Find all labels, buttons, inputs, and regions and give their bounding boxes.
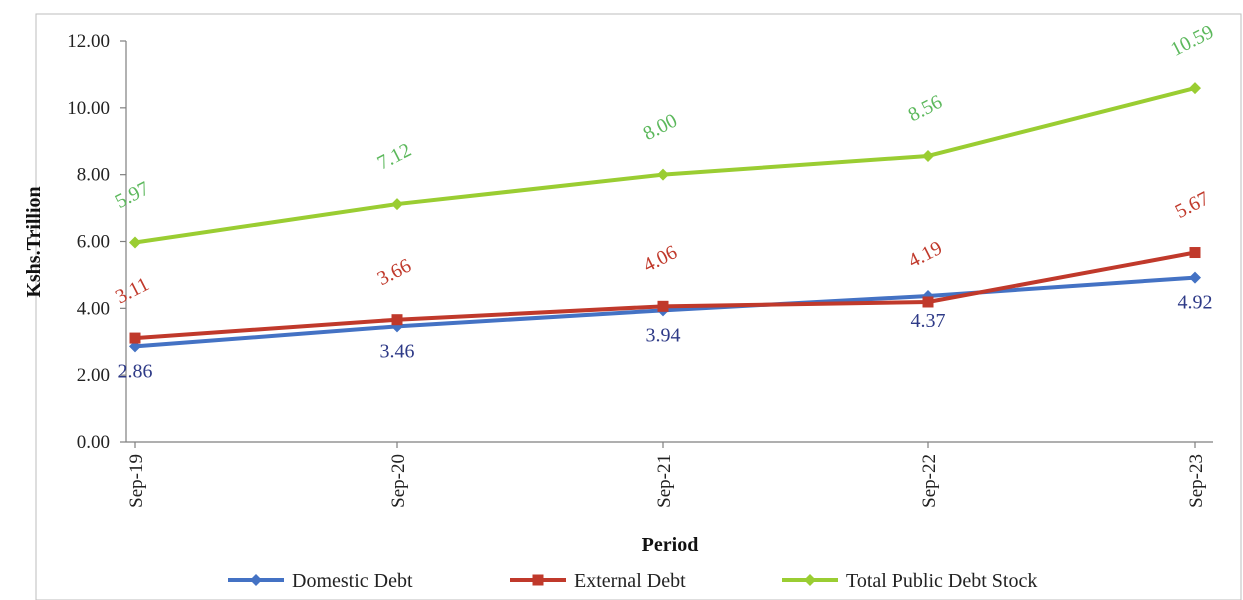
- data-label: 3.46: [380, 340, 415, 362]
- y-axis-title: Kshs.Trillion: [23, 186, 45, 297]
- series-line: [134, 86, 1196, 245]
- y-tick-label: 10.00: [67, 98, 110, 119]
- y-tick-label: 2.00: [77, 365, 110, 386]
- legend-item: Total Public Debt Stock: [782, 570, 1037, 592]
- data-point-marker: [1189, 82, 1201, 95]
- x-tick-label: Sep-19: [126, 454, 147, 508]
- data-point-marker: [129, 332, 141, 344]
- data-point-marker: [391, 314, 403, 326]
- data-point-marker: [1189, 271, 1201, 284]
- y-tick-label: 6.00: [77, 232, 110, 253]
- x-axis: Sep-19 Sep-20 Sep-21 Sep-22 Sep-23: [126, 441, 1213, 508]
- data-label: 7.12: [374, 139, 415, 174]
- data-label: 4.92: [1178, 292, 1213, 314]
- data-label: 4.37: [911, 310, 946, 332]
- data-label: 3.94: [646, 324, 681, 346]
- x-tick-label: Sep-22: [919, 454, 940, 508]
- y-tick-label: 4.00: [77, 298, 110, 319]
- data-label: 5.67: [1172, 187, 1213, 222]
- x-tick-label: Sep-21: [654, 454, 675, 508]
- data-label: 5.97: [112, 177, 153, 212]
- data-point-marker: [129, 236, 141, 249]
- series-total-public-debt-stock: [129, 82, 1201, 249]
- x-tick-label: Sep-20: [388, 454, 409, 508]
- data-point-marker: [1189, 247, 1201, 259]
- data-label: 8.56: [905, 91, 946, 126]
- y-tick-label: 8.00: [77, 165, 110, 186]
- chart-border: [35, 13, 1242, 600]
- series-external-debt: [129, 247, 1201, 344]
- data-point-marker: [922, 296, 934, 308]
- series-layer: [129, 82, 1201, 353]
- data-label: 3.11: [112, 273, 153, 308]
- legend-swatch-marker: [804, 574, 816, 586]
- data-point-marker: [391, 198, 403, 211]
- data-point-marker: [922, 149, 934, 162]
- legend-item: External Debt: [510, 570, 686, 592]
- x-axis-title: Period: [642, 534, 699, 556]
- y-tick-label: 12.00: [67, 31, 110, 52]
- data-point-marker: [657, 300, 669, 312]
- data-label: 10.59: [1167, 21, 1217, 61]
- y-tick-label: 0.00: [77, 432, 110, 453]
- data-point-marker: [657, 168, 669, 181]
- legend-item: Domestic Debt: [228, 570, 413, 592]
- data-label: 8.00: [640, 110, 681, 145]
- data-label: 4.19: [905, 237, 946, 272]
- y-axis: 0.00 2.00 4.00 6.00 8.00 10.00 12.00: [67, 31, 127, 453]
- legend: Domestic Debt External Debt Total Public D…: [228, 570, 1037, 592]
- legend-swatch-marker: [532, 574, 544, 586]
- legend-label: External Debt: [574, 570, 686, 592]
- x-tick-label: Sep-23: [1186, 454, 1207, 508]
- data-label: 3.66: [374, 255, 415, 290]
- data-label: 4.06: [640, 241, 681, 276]
- data-label: 2.86: [118, 360, 153, 382]
- legend-label: Domestic Debt: [292, 570, 413, 592]
- legend-swatch-marker: [250, 574, 262, 586]
- legend-label: Total Public Debt Stock: [846, 570, 1037, 592]
